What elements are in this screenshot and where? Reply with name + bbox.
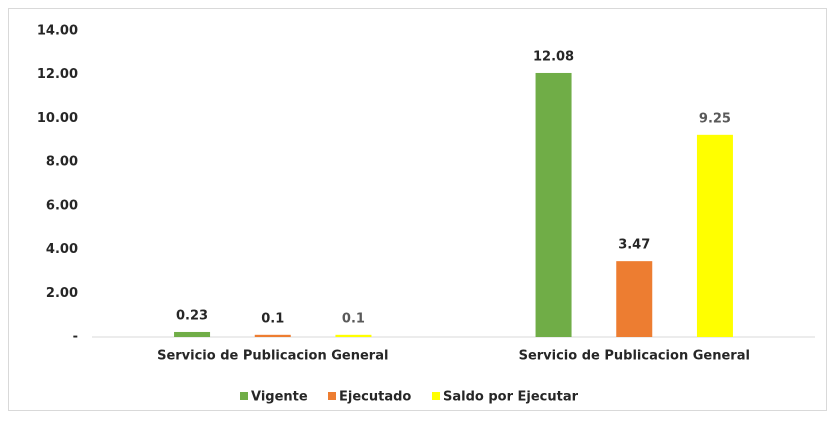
bar [254, 334, 291, 337]
legend-label: Saldo por Ejecutar [443, 390, 579, 405]
bar [616, 261, 653, 337]
y-tick-label: 2.00 [46, 286, 78, 301]
y-tick-label: 14.00 [37, 24, 78, 39]
y-tick-label: 6.00 [46, 198, 78, 213]
data-label: 12.08 [533, 49, 574, 64]
y-tick-label: 10.00 [37, 111, 78, 126]
bar [174, 331, 211, 337]
x-tick-label: Servicio de Publicacion General [157, 349, 388, 364]
chart-border [8, 8, 827, 411]
bar [535, 72, 572, 338]
data-label: 0.1 [261, 311, 284, 326]
bar [335, 334, 372, 337]
data-label: 0.23 [176, 308, 208, 323]
y-tick-label: 8.00 [46, 155, 78, 170]
legend-label: Ejecutado [339, 390, 411, 405]
y-tick-label: 4.00 [46, 242, 78, 257]
legend-swatch [240, 392, 248, 400]
x-tick-label: Servicio de Publicacion General [519, 349, 750, 364]
bar [696, 134, 733, 337]
legend-swatch [432, 392, 440, 400]
y-tick-label: - [73, 330, 78, 345]
y-tick-label: 12.00 [37, 67, 78, 82]
data-label: 9.25 [699, 111, 731, 126]
data-label: 0.1 [342, 311, 365, 326]
legend-swatch [328, 392, 336, 400]
data-label: 3.47 [618, 238, 650, 253]
legend-label: Vigente [251, 390, 308, 405]
